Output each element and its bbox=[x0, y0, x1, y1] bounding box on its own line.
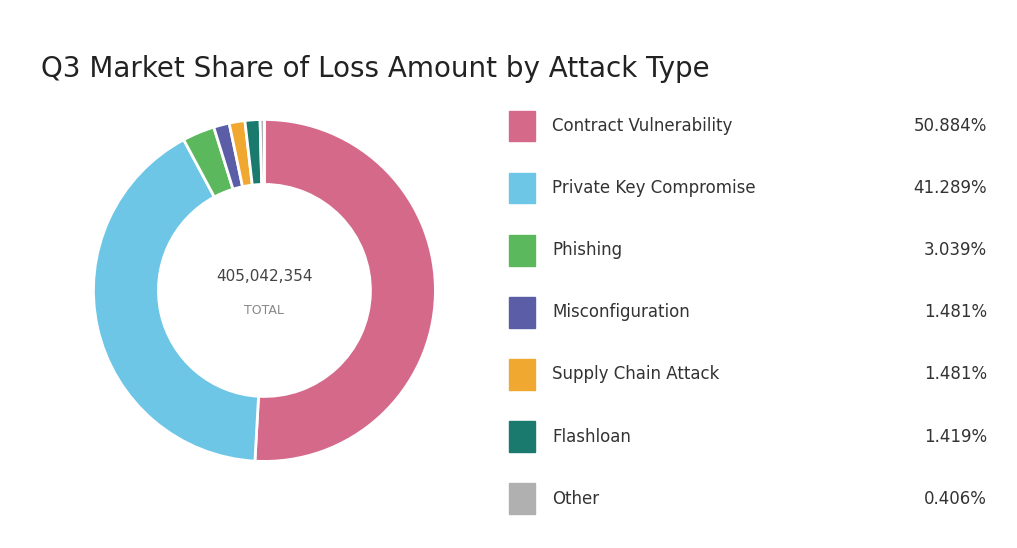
Text: 41.289%: 41.289% bbox=[913, 179, 986, 197]
Bar bbox=[508, 235, 535, 266]
Wedge shape bbox=[184, 127, 233, 197]
Text: Contract Vulnerability: Contract Vulnerability bbox=[552, 117, 733, 135]
Bar bbox=[508, 421, 535, 452]
Bar bbox=[508, 297, 535, 328]
Text: 405,042,354: 405,042,354 bbox=[217, 269, 312, 284]
Wedge shape bbox=[214, 123, 243, 189]
Bar bbox=[508, 359, 535, 390]
Text: TOTAL: TOTAL bbox=[244, 305, 285, 317]
Text: Private Key Compromise: Private Key Compromise bbox=[552, 179, 756, 197]
Text: Flashloan: Flashloan bbox=[552, 427, 632, 446]
Text: 1.419%: 1.419% bbox=[923, 427, 986, 446]
Text: Phishing: Phishing bbox=[552, 241, 622, 259]
Bar bbox=[508, 173, 535, 203]
Text: Other: Other bbox=[552, 490, 600, 507]
Text: 50.884%: 50.884% bbox=[913, 117, 986, 135]
Text: 3.039%: 3.039% bbox=[923, 241, 986, 259]
Wedge shape bbox=[94, 140, 258, 461]
Text: Supply Chain Attack: Supply Chain Attack bbox=[552, 366, 720, 384]
Wedge shape bbox=[245, 119, 261, 185]
Text: Misconfiguration: Misconfiguration bbox=[552, 304, 691, 321]
Bar bbox=[508, 111, 535, 141]
Bar bbox=[508, 483, 535, 514]
Wedge shape bbox=[229, 121, 252, 187]
Wedge shape bbox=[255, 119, 435, 461]
Text: 1.481%: 1.481% bbox=[923, 366, 986, 384]
Text: 1.481%: 1.481% bbox=[923, 304, 986, 321]
Text: 0.406%: 0.406% bbox=[924, 490, 986, 507]
Text: Q3 Market Share of Loss Amount by Attack Type: Q3 Market Share of Loss Amount by Attack… bbox=[41, 55, 709, 83]
Wedge shape bbox=[260, 119, 264, 185]
